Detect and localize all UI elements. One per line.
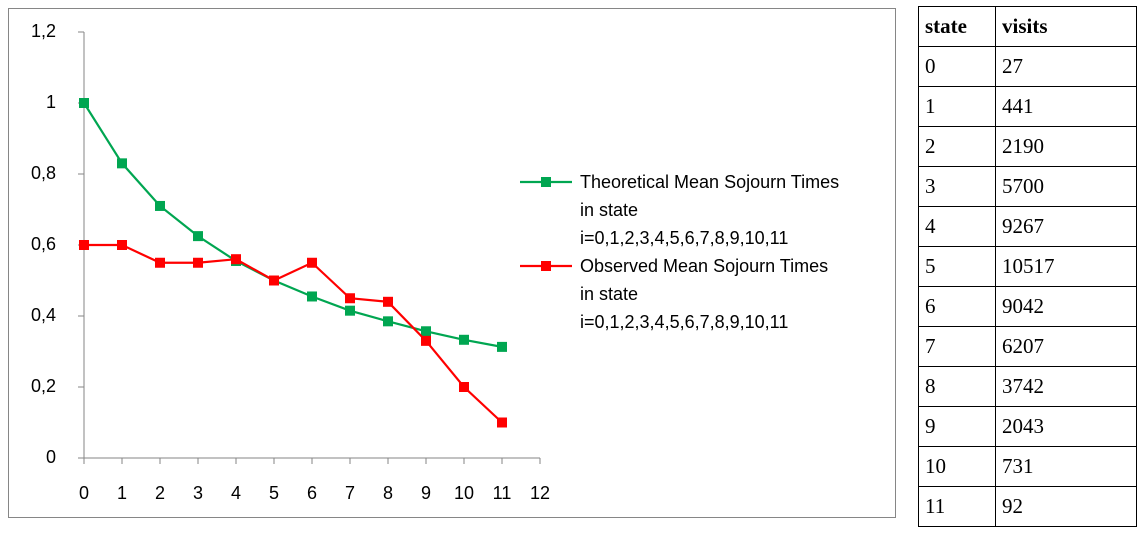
table-row: 1 441	[918, 86, 1137, 127]
table-cell: 731	[995, 446, 1137, 487]
table-row: 7 6207	[918, 326, 1137, 367]
table-header-row: state visits	[918, 6, 1137, 47]
x-tick-label: 0	[79, 483, 89, 503]
x-tick-label: 6	[307, 483, 317, 503]
data-point	[345, 293, 355, 304]
table-cell: 0	[918, 46, 996, 87]
legend-marker	[520, 261, 572, 271]
data-point	[193, 231, 203, 242]
table-cell: 5700	[995, 166, 1137, 207]
series-line	[84, 243, 503, 424]
legend-square	[541, 261, 551, 271]
table-cell: 441	[995, 86, 1137, 127]
x-tick-label: 11	[493, 483, 512, 503]
x-tick-label: 8	[383, 483, 393, 503]
table-cell: 3742	[995, 366, 1137, 407]
table-cell: 9042	[995, 286, 1137, 327]
data-point	[383, 296, 393, 307]
data-point	[79, 98, 89, 108]
table-cell: 2190	[995, 126, 1137, 167]
table-cell: 9	[918, 406, 996, 447]
data-point	[307, 291, 317, 302]
table-cell: 10	[918, 446, 996, 487]
table-row: 11 92	[918, 486, 1137, 527]
data-point	[421, 335, 431, 346]
legend-marker	[520, 177, 572, 187]
data-point	[269, 275, 279, 286]
table-cell: 9267	[995, 206, 1137, 247]
table-cell: 3	[918, 166, 996, 207]
header-cell: state	[918, 6, 996, 47]
data-point	[497, 417, 507, 428]
data-point	[79, 240, 89, 250]
y-tick-label: 1	[46, 92, 56, 112]
data-point	[193, 257, 203, 268]
x-tick-label: 9	[421, 483, 431, 503]
table-cell: 2	[918, 126, 996, 167]
table-row: 8 3742	[918, 366, 1137, 407]
table-row: 3 5700	[918, 166, 1137, 207]
table-row: 2 2190	[918, 126, 1137, 167]
table-row: 5 10517	[918, 246, 1137, 287]
table-cell: 5	[918, 246, 996, 287]
table-cell: 1	[918, 86, 996, 127]
table-cell: 6	[918, 286, 996, 327]
x-tick-label: 7	[345, 483, 355, 503]
table-cell: 10517	[995, 246, 1137, 287]
legend-item: Theoretical Mean Sojourn Times in state …	[518, 168, 898, 252]
data-point	[497, 341, 507, 352]
y-tick-label: 0,8	[31, 163, 56, 183]
data-point	[117, 240, 127, 250]
y-tick-label: 0,2	[31, 376, 56, 396]
table-row: 0 27	[918, 46, 1137, 87]
chart-frame	[8, 8, 896, 518]
table-cell: 8	[918, 366, 996, 407]
data-point	[459, 334, 469, 345]
table-cell: 27	[995, 46, 1137, 87]
table-cell: 2043	[995, 406, 1137, 447]
data-table: state visits 0 27 1 441 2 2190 3 5700 4 9267 5 10517 6…	[918, 6, 1137, 527]
y-tick-label: 1,2	[31, 21, 56, 41]
data-point	[155, 200, 165, 211]
table-cell: 6207	[995, 326, 1137, 367]
y-tick-label: 0	[46, 447, 56, 467]
data-point	[117, 158, 127, 169]
data-point	[383, 316, 393, 327]
data-point	[155, 257, 165, 268]
table-row: 6 9042	[918, 286, 1137, 327]
legend-label: Observed Mean Sojourn Times in state i=0…	[580, 256, 829, 332]
y-tick-label: 0,6	[31, 234, 56, 254]
table-cell: 7	[918, 326, 996, 367]
x-tick-label: 1	[117, 483, 127, 503]
table-cell: 92	[995, 486, 1137, 527]
data-point	[421, 326, 431, 337]
table-row: 9 2043	[918, 406, 1137, 447]
x-tick-label: 10	[454, 483, 474, 503]
data-point	[459, 382, 469, 392]
header-cell: visits	[995, 6, 1137, 47]
data-point	[345, 305, 355, 316]
x-tick-label: 12	[530, 483, 550, 503]
table-row: 10 731	[918, 446, 1137, 487]
legend-square	[541, 177, 551, 187]
x-tick-label: 3	[193, 483, 203, 503]
legend-label: Theoretical Mean Sojourn Times in state …	[580, 172, 840, 248]
table-cell: 11	[918, 486, 996, 527]
legend: Theoretical Mean Sojourn Times in state …	[518, 168, 898, 336]
x-tick-label: 2	[155, 483, 165, 503]
x-tick-label: 4	[231, 483, 241, 503]
y-tick-label: 0,4	[31, 305, 56, 325]
data-point	[231, 254, 241, 265]
table-row: 4 9267	[918, 206, 1137, 247]
x-tick-label: 5	[269, 483, 279, 503]
chart: 00,20,40,60,811,20 1 2 3 4 5 6 7 8 9 10 11 12	[31, 21, 550, 503]
legend-item: Observed Mean Sojourn Times in state i=0…	[518, 252, 898, 336]
data-point	[307, 257, 317, 268]
table-cell: 4	[918, 206, 996, 247]
series-line	[83, 102, 503, 348]
